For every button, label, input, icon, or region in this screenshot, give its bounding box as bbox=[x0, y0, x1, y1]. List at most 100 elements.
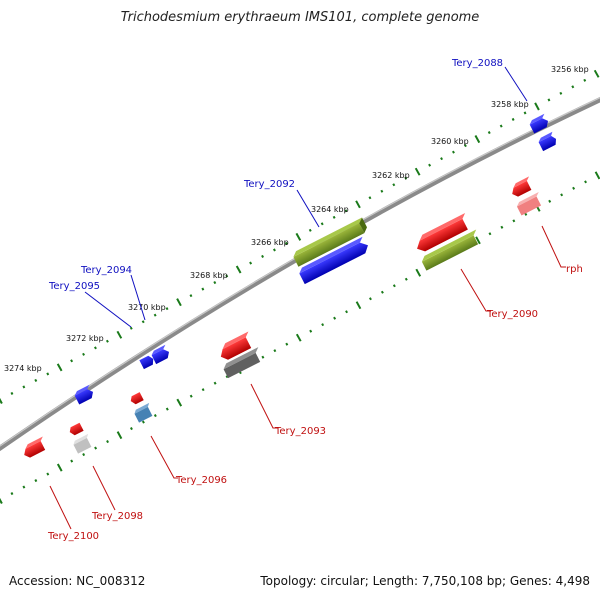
gene-feature[interactable] bbox=[129, 392, 144, 405]
scale-tick bbox=[559, 91, 563, 95]
scale-tick bbox=[452, 150, 455, 154]
gene-label[interactable]: Tery_2100 bbox=[47, 531, 99, 542]
gene-feature[interactable] bbox=[72, 433, 94, 454]
gene-feature[interactable] bbox=[21, 436, 49, 460]
scale-tick bbox=[332, 215, 336, 219]
scale-tick bbox=[523, 111, 527, 115]
gene-label[interactable]: Tery_2088 bbox=[451, 58, 503, 69]
scale-tick bbox=[368, 196, 372, 200]
gene-feature[interactable] bbox=[150, 344, 171, 365]
scale-tick bbox=[22, 485, 26, 489]
scale-tick bbox=[189, 394, 193, 398]
scale-tick bbox=[189, 294, 193, 298]
gene-feature[interactable] bbox=[133, 402, 155, 423]
scale-tick bbox=[511, 117, 515, 121]
scale-tick bbox=[333, 316, 337, 320]
scale-tick bbox=[380, 189, 384, 193]
scale-tick bbox=[225, 375, 229, 379]
scale-tick bbox=[46, 372, 50, 376]
scale-tick bbox=[141, 420, 145, 424]
gene-feature[interactable] bbox=[139, 354, 155, 370]
scale-label: 3268 kbp bbox=[190, 271, 228, 280]
scale-tick bbox=[404, 277, 408, 281]
gene-label[interactable]: Tery_2093 bbox=[274, 426, 326, 437]
scale-tick bbox=[94, 346, 97, 350]
gene-label[interactable]: Tery_2096 bbox=[175, 475, 227, 486]
scale-tick bbox=[488, 232, 492, 236]
scale-tick bbox=[70, 459, 74, 463]
scale-tick bbox=[249, 261, 253, 265]
scale-tick bbox=[584, 180, 587, 184]
scale-tick bbox=[213, 281, 217, 285]
scale-tick bbox=[56, 363, 63, 372]
scale-tick bbox=[153, 414, 157, 418]
scale-tick bbox=[344, 209, 348, 213]
scale-tick bbox=[225, 274, 229, 278]
scale-tick bbox=[500, 225, 504, 229]
scale-label: 3272 kbp bbox=[66, 334, 104, 343]
gene-feature[interactable] bbox=[297, 236, 370, 285]
gene-label[interactable]: Tery_2090 bbox=[486, 309, 538, 320]
gene-feature[interactable] bbox=[516, 192, 545, 216]
scale-tick bbox=[285, 342, 289, 346]
scale-tick bbox=[355, 200, 361, 209]
scale-tick bbox=[105, 339, 109, 343]
scale-label: 3260 kbp bbox=[431, 137, 469, 146]
gene-feature[interactable] bbox=[528, 113, 550, 134]
scale-tick bbox=[141, 320, 145, 324]
reverse-features bbox=[21, 176, 545, 460]
forward-tick-track bbox=[0, 69, 600, 404]
scale-tick bbox=[130, 427, 133, 431]
gene-feature[interactable] bbox=[509, 176, 535, 198]
scale-tick bbox=[345, 310, 348, 314]
scale-tick bbox=[534, 102, 540, 111]
scale-tick bbox=[321, 323, 325, 327]
gene-label[interactable]: rph bbox=[566, 264, 583, 275]
scale-tick bbox=[213, 381, 217, 385]
gene-feature[interactable] bbox=[537, 131, 558, 152]
scale-tick bbox=[512, 219, 516, 223]
scale-tick bbox=[22, 385, 26, 389]
scale-tick bbox=[463, 144, 467, 148]
scale-tick bbox=[165, 407, 169, 411]
scale-tick bbox=[94, 446, 98, 450]
gene-feature[interactable] bbox=[73, 384, 95, 405]
scale-tick bbox=[284, 241, 288, 245]
scale-tick bbox=[165, 307, 169, 311]
scale-tick bbox=[295, 333, 302, 342]
scale-tick bbox=[475, 236, 481, 245]
gene-feature[interactable] bbox=[216, 331, 255, 362]
scale-tick bbox=[571, 85, 575, 89]
gene-label[interactable]: Tery_2095 bbox=[48, 281, 100, 292]
scale-tick bbox=[309, 329, 313, 333]
scale-tick bbox=[414, 167, 421, 176]
gene-label[interactable]: Tery_2098 bbox=[91, 511, 143, 522]
gene-feature[interactable] bbox=[413, 213, 473, 254]
scale-tick bbox=[34, 479, 38, 483]
gene-feature[interactable] bbox=[420, 229, 482, 271]
gene-feature[interactable] bbox=[292, 217, 369, 267]
scale-tick bbox=[34, 378, 38, 382]
gene-label[interactable]: Tery_2092 bbox=[243, 179, 295, 190]
gene-feature[interactable] bbox=[222, 347, 265, 379]
scale-tick bbox=[235, 265, 242, 274]
gene-label[interactable]: Tery_2094 bbox=[80, 265, 132, 276]
scale-tick bbox=[583, 78, 587, 82]
scale-tick bbox=[0, 397, 3, 404]
scale-tick bbox=[380, 290, 384, 294]
scale-label: 3270 kbp bbox=[128, 303, 166, 312]
scale-tick bbox=[572, 186, 576, 190]
scale-tick bbox=[82, 352, 85, 356]
scale-tick bbox=[261, 254, 264, 258]
scale-tick bbox=[153, 313, 157, 317]
scale-label: 3262 kbp bbox=[372, 171, 410, 180]
scale-tick bbox=[273, 248, 276, 252]
scale-tick bbox=[355, 301, 362, 310]
scale-tick bbox=[594, 171, 600, 180]
scale-label: 3256 kbp bbox=[551, 65, 589, 74]
scale-tick bbox=[10, 391, 14, 395]
gene-feature[interactable] bbox=[68, 422, 84, 437]
scale-label: 3264 kbp bbox=[311, 205, 349, 214]
scale-tick bbox=[176, 298, 182, 307]
scale-tick bbox=[415, 268, 422, 277]
